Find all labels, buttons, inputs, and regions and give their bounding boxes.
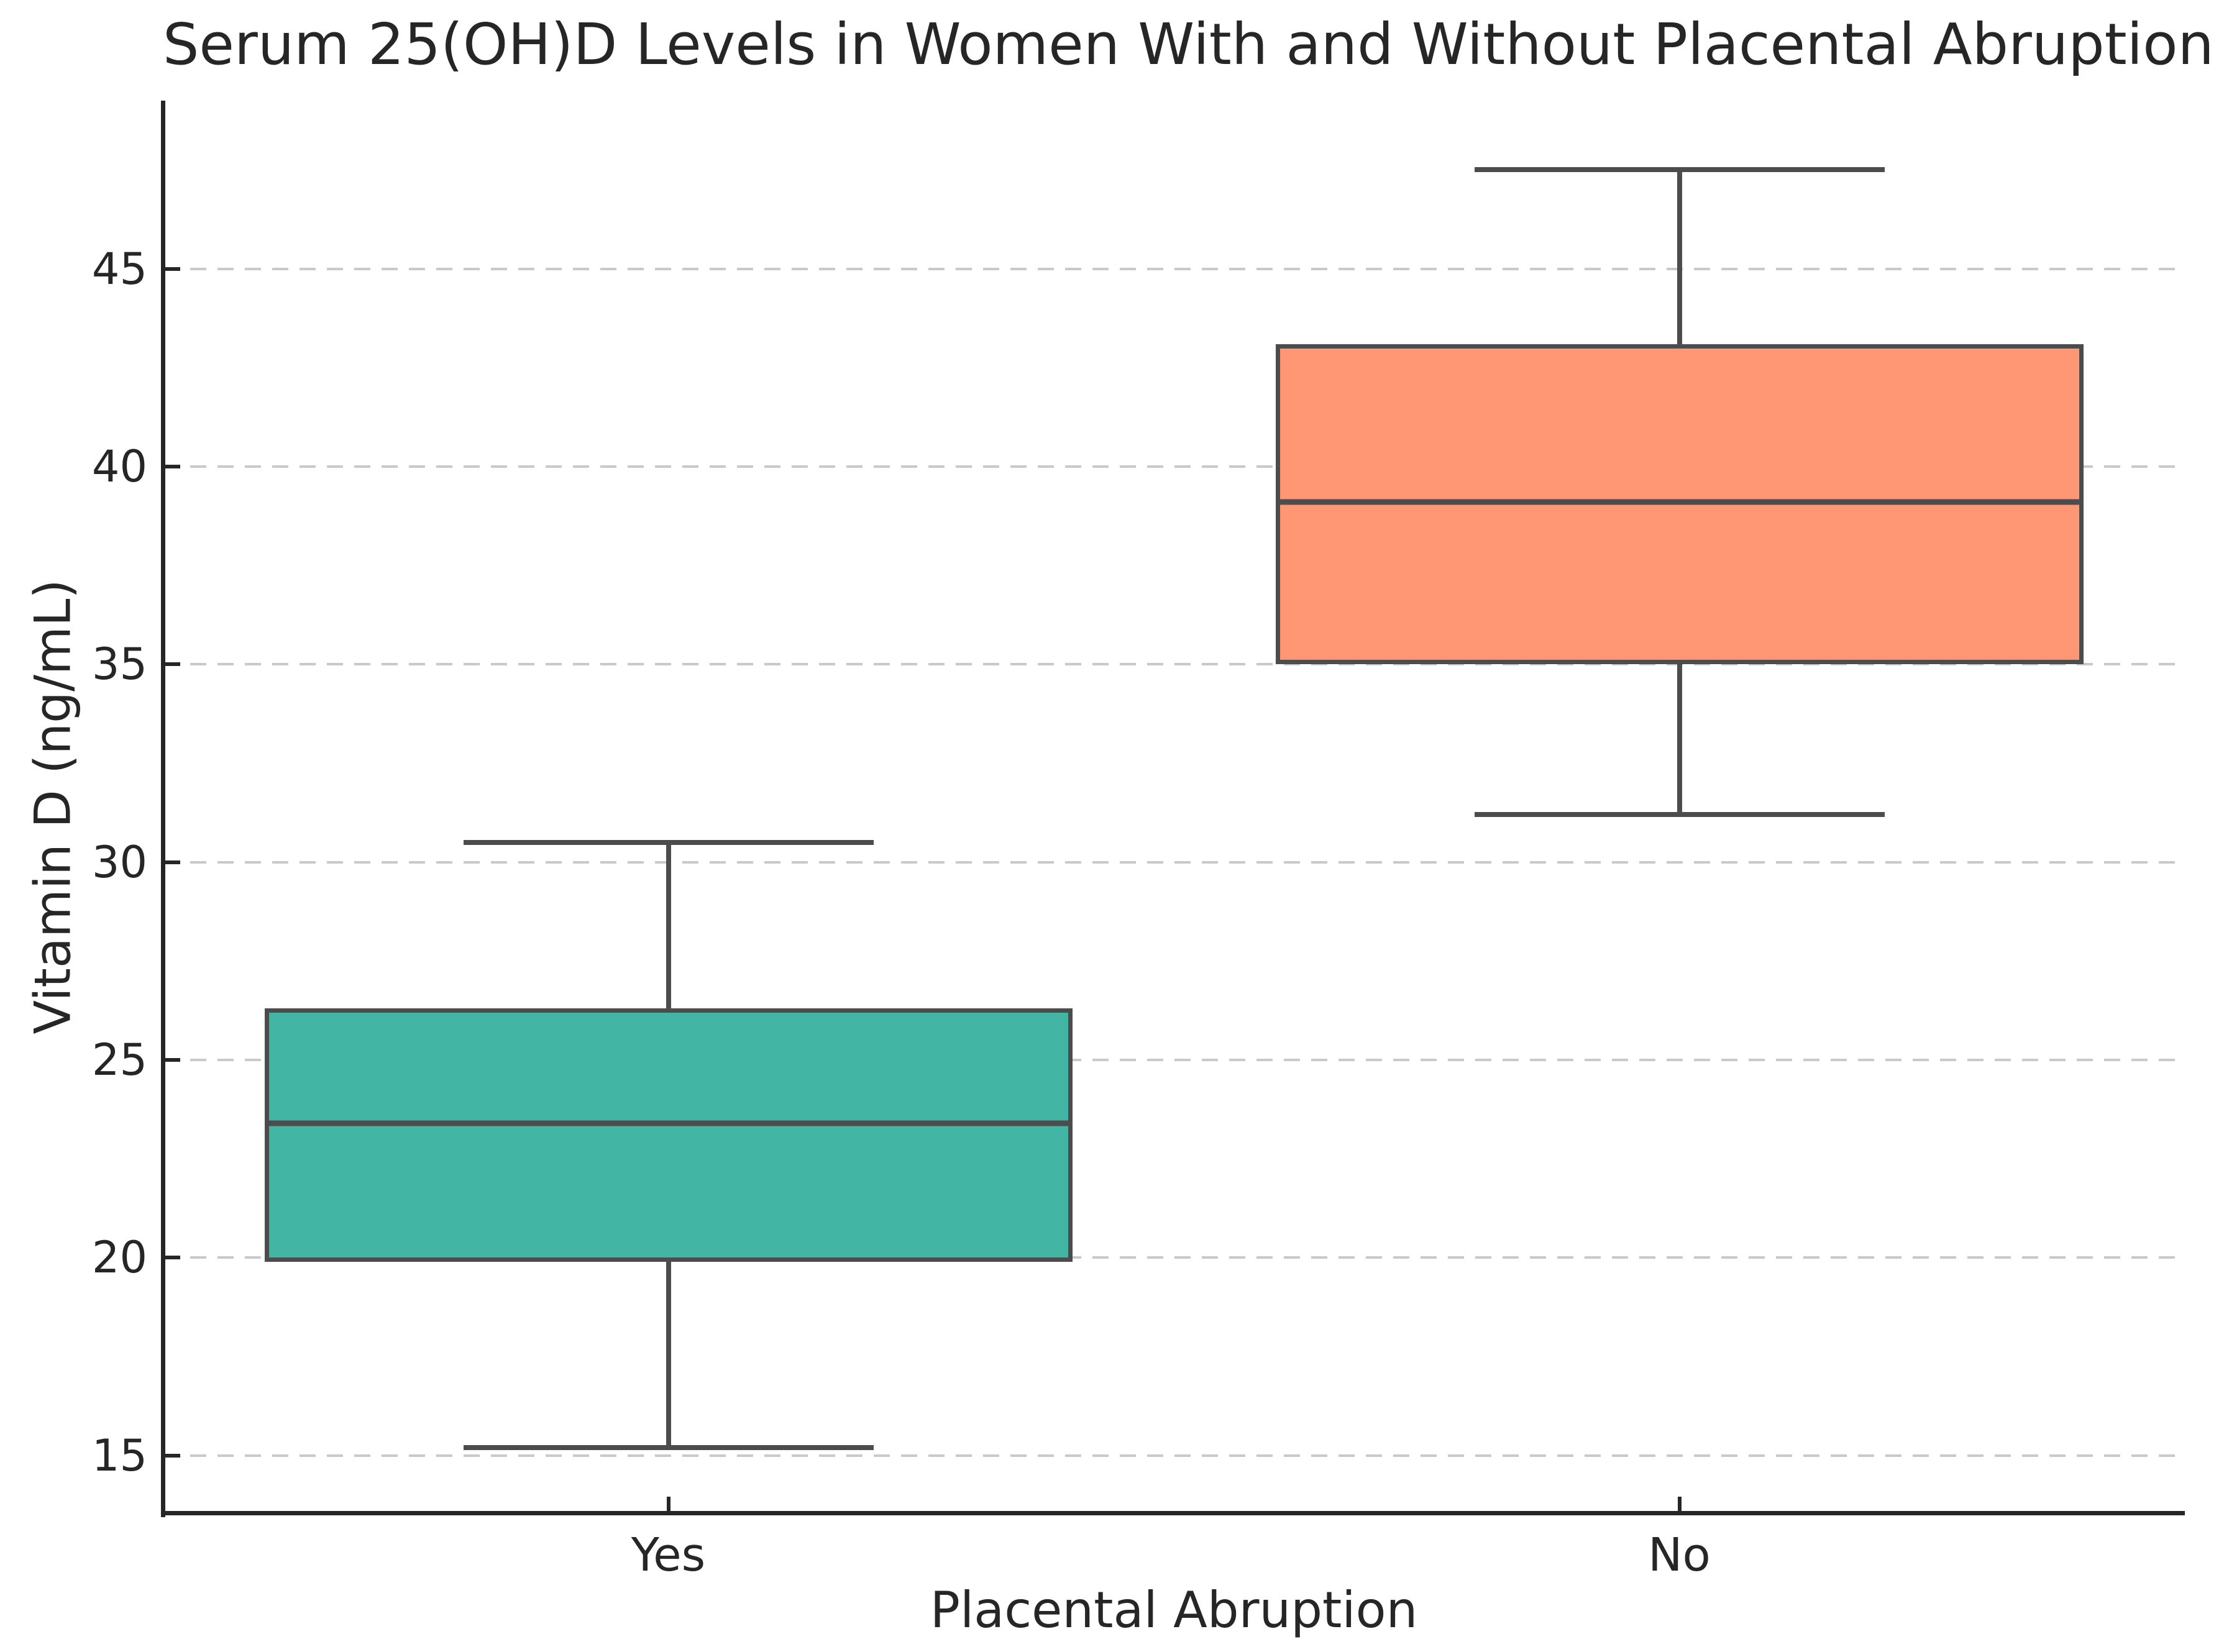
y-tick-label-40: 40: [91, 440, 147, 492]
whisker-lower-no: [1677, 664, 1682, 815]
y-tick-35: [163, 662, 180, 667]
gridline-30: [163, 860, 2185, 864]
gridline-35: [163, 663, 2185, 666]
gridline-15: [163, 1454, 2185, 1457]
gridline-45: [163, 267, 2185, 270]
cap-lower-no: [1474, 812, 1885, 818]
gridline-25: [163, 1058, 2185, 1061]
cap-upper-yes: [463, 839, 874, 845]
y-axis-spine: [161, 101, 165, 1517]
y-tick-40: [163, 464, 180, 468]
y-tick-15: [163, 1453, 180, 1458]
x-axis-label: Placental Abruption: [930, 1581, 1418, 1639]
y-tick-30: [163, 860, 180, 864]
y-tick-label-15: 15: [91, 1430, 147, 1481]
y-tick-25: [163, 1057, 180, 1062]
y-tick-20: [163, 1256, 180, 1260]
x-tick-label-yes: Yes: [631, 1528, 706, 1582]
gridline-40: [163, 465, 2185, 468]
x-tick-yes: [666, 1497, 670, 1513]
y-tick-label-35: 35: [91, 639, 147, 690]
y-tick-label-20: 20: [91, 1232, 147, 1284]
y-axis-label-wrap: Vitamin D (ng/mL): [0, 101, 106, 1513]
y-tick-label-45: 45: [91, 243, 147, 294]
gridline-20: [163, 1256, 2185, 1259]
median-no: [1278, 499, 2080, 505]
x-tick-no: [1677, 1497, 1682, 1513]
whisker-lower-yes: [666, 1261, 671, 1448]
median-yes: [267, 1120, 1069, 1126]
plot-area: [163, 101, 2185, 1513]
box-yes: [264, 1008, 1073, 1262]
x-tick-label-no: No: [1648, 1528, 1711, 1582]
y-tick-45: [163, 267, 180, 271]
cap-lower-yes: [463, 1444, 874, 1450]
whisker-upper-no: [1677, 170, 1682, 344]
y-tick-label-25: 25: [91, 1034, 147, 1085]
cap-upper-no: [1474, 167, 1885, 173]
chart-title: Serum 25(OH)D Levels in Women With and W…: [163, 11, 2214, 78]
whisker-upper-yes: [666, 842, 671, 1009]
y-tick-label-30: 30: [91, 836, 147, 888]
x-axis-spine: [161, 1511, 2185, 1515]
